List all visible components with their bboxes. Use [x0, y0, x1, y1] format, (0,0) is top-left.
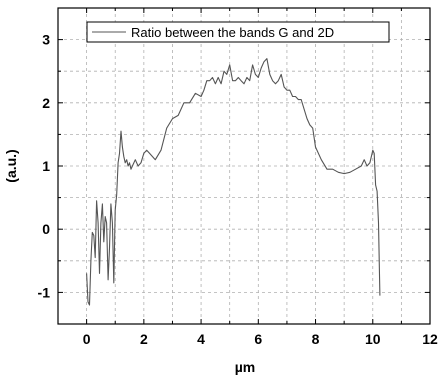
- x-tick-label: 6: [254, 331, 262, 347]
- series-layer: [86, 58, 381, 306]
- x-tick-label: 8: [312, 331, 320, 347]
- series-line: [86, 58, 381, 306]
- legend-label: Ratio between the bands G and 2D: [131, 25, 334, 40]
- y-tick-label: -1: [38, 284, 51, 300]
- x-tick-label: 12: [422, 331, 438, 347]
- legend: Ratio between the bands G and 2D: [86, 21, 390, 43]
- y-tick-label: 1: [42, 158, 50, 174]
- tick-marks: [57, 7, 431, 325]
- x-tick-label: 10: [365, 331, 381, 347]
- y-tick-label: 3: [42, 32, 50, 48]
- legend-box: [86, 21, 390, 43]
- y-axis-label: (a.u.): [3, 149, 19, 182]
- x-tick-label: 2: [140, 331, 148, 347]
- x-axis-label: µm: [235, 359, 256, 375]
- x-tick-label: 4: [197, 331, 205, 347]
- x-tick-label: 0: [83, 331, 91, 347]
- y-tick-label: 2: [42, 95, 50, 111]
- y-tick-label: 0: [42, 221, 50, 237]
